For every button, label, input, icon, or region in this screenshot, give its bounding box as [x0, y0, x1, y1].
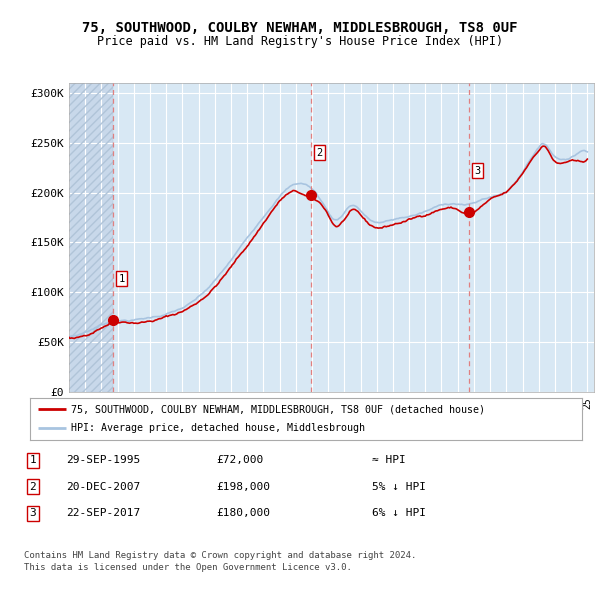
Text: This data is licensed under the Open Government Licence v3.0.: This data is licensed under the Open Gov… — [24, 563, 352, 572]
Text: ≈ HPI: ≈ HPI — [372, 455, 406, 465]
Text: 20-DEC-2007: 20-DEC-2007 — [66, 482, 140, 491]
Text: 22-SEP-2017: 22-SEP-2017 — [66, 509, 140, 518]
Text: Contains HM Land Registry data © Crown copyright and database right 2024.: Contains HM Land Registry data © Crown c… — [24, 551, 416, 560]
Text: 1: 1 — [119, 274, 125, 284]
Text: 75, SOUTHWOOD, COULBY NEWHAM, MIDDLESBROUGH, TS8 0UF: 75, SOUTHWOOD, COULBY NEWHAM, MIDDLESBRO… — [82, 21, 518, 35]
Text: 1: 1 — [29, 455, 37, 465]
Text: 75, SOUTHWOOD, COULBY NEWHAM, MIDDLESBROUGH, TS8 0UF (detached house): 75, SOUTHWOOD, COULBY NEWHAM, MIDDLESBRO… — [71, 404, 485, 414]
Text: 2: 2 — [29, 482, 37, 491]
Text: 2: 2 — [317, 148, 323, 158]
Text: HPI: Average price, detached house, Middlesbrough: HPI: Average price, detached house, Midd… — [71, 424, 365, 434]
Text: £72,000: £72,000 — [216, 455, 263, 465]
Text: 3: 3 — [29, 509, 37, 518]
Bar — [69, 83, 113, 392]
Text: 5% ↓ HPI: 5% ↓ HPI — [372, 482, 426, 491]
Text: £180,000: £180,000 — [216, 509, 270, 518]
Text: 29-SEP-1995: 29-SEP-1995 — [66, 455, 140, 465]
Text: Price paid vs. HM Land Registry's House Price Index (HPI): Price paid vs. HM Land Registry's House … — [97, 35, 503, 48]
Bar — [69, 83, 113, 392]
Text: £198,000: £198,000 — [216, 482, 270, 491]
Text: 3: 3 — [475, 166, 481, 176]
Text: 6% ↓ HPI: 6% ↓ HPI — [372, 509, 426, 518]
